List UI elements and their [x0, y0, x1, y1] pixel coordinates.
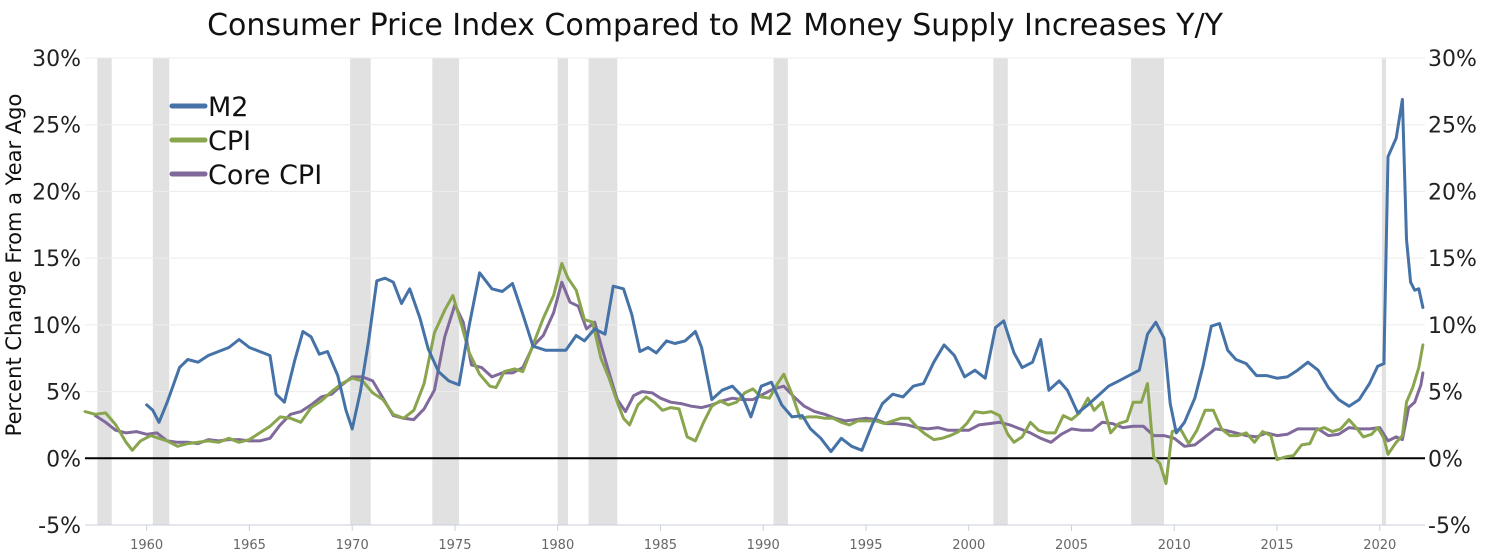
legend-label: M2: [208, 92, 248, 123]
y-tick-label-left: 0%: [46, 447, 81, 472]
x-tick-label: 1980: [541, 538, 574, 553]
y-tick-label-left: 25%: [32, 114, 81, 139]
chart-title: Consumer Price Index Compared to M2 Mone…: [207, 8, 1224, 43]
x-tick-label: 1970: [336, 538, 369, 553]
left-y-axis: -5% 0% 5% 10% 15% 20% 25% 30%: [32, 47, 81, 539]
y-tick-label-left: 5%: [46, 381, 81, 406]
y-tick-label-right: 5%: [1428, 381, 1463, 406]
y-tick-label-right: -5%: [1428, 514, 1471, 539]
y-tick-label-left: 30%: [32, 47, 81, 72]
y-tick-label-right: 30%: [1428, 47, 1477, 72]
recession-band: [1131, 58, 1164, 525]
x-tick-label: 1965: [233, 538, 266, 553]
x-tick-label: 1995: [849, 538, 882, 553]
legend-label: CPI: [208, 126, 251, 157]
x-tick-label: 1960: [130, 538, 163, 553]
y-tick-label-left: 20%: [32, 180, 81, 205]
right-y-axis: -5% 0% 5% 10% 15% 20% 25% 30%: [1428, 47, 1477, 539]
y-tick-label-left: 15%: [32, 247, 81, 272]
recession-bands: [97, 58, 1386, 525]
legend-label: Core CPI: [208, 160, 322, 191]
series-line-cpi: [83, 262, 1425, 486]
y-axis-label: Percent Change From a Year Ago: [2, 94, 26, 437]
x-tick-label: 1990: [747, 538, 780, 553]
y-tick-label-right: 10%: [1428, 314, 1477, 339]
recession-band: [432, 58, 460, 525]
x-tick-label: 2015: [1260, 538, 1293, 553]
x-axis: 1960 1965 1970 1975 1980 1985 1990 1995 2000 2005…: [85, 524, 1425, 553]
recession-band: [773, 58, 788, 525]
series-lines: [83, 97, 1425, 486]
recession-band: [993, 58, 1008, 525]
x-tick-label: 1985: [644, 538, 677, 553]
y-tick-label-right: 15%: [1428, 247, 1477, 272]
recession-band: [97, 58, 112, 525]
y-tick-label-right: 25%: [1428, 114, 1477, 139]
gridlines: [85, 57, 1425, 526]
x-tick-label: 1975: [438, 538, 471, 553]
y-tick-label-left: -5%: [38, 514, 81, 539]
y-tick-label-right: 20%: [1428, 180, 1477, 205]
x-tick-label: 2005: [1055, 538, 1088, 553]
x-tick-label: 2020: [1363, 538, 1396, 553]
recession-band: [152, 58, 170, 525]
y-tick-label-right: 0%: [1428, 447, 1463, 472]
y-tick-label-left: 10%: [32, 314, 81, 339]
recession-band: [350, 58, 371, 525]
x-tick-label: 2010: [1158, 538, 1191, 553]
x-tick-label: 2000: [952, 538, 985, 553]
recession-band: [557, 58, 568, 525]
series-line-m2: [145, 97, 1425, 454]
